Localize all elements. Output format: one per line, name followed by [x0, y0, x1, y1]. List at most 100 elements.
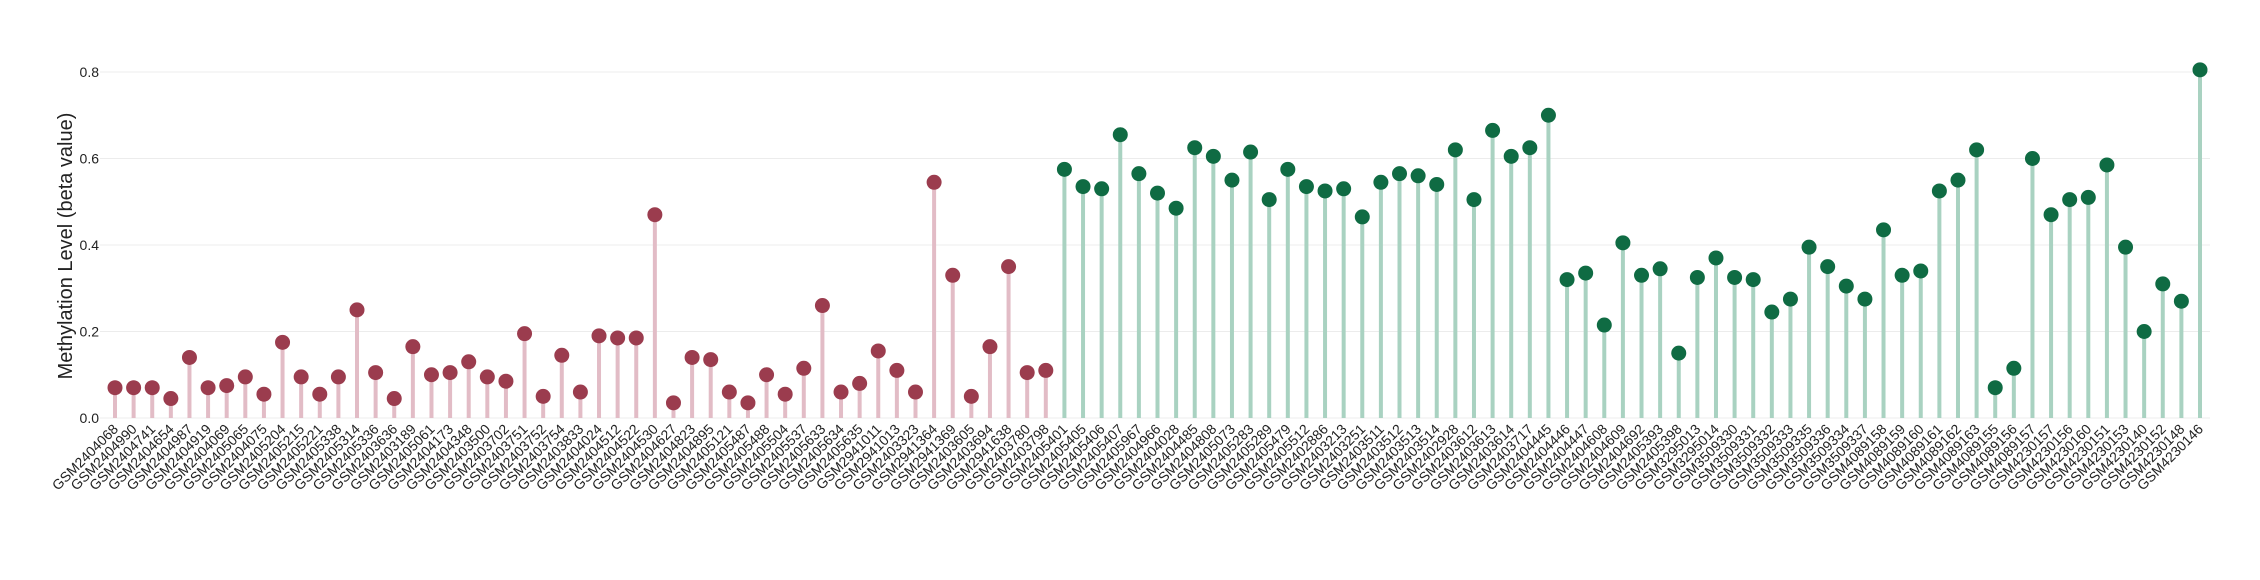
lollipop-dot: [423, 367, 439, 383]
lollipop-dot: [386, 391, 402, 407]
lollipop-dot: [1876, 222, 1892, 238]
lollipop-dot: [1615, 235, 1631, 251]
lollipop-dot: [1913, 263, 1929, 279]
lollipop-dot: [759, 367, 775, 383]
lollipop-dot: [665, 395, 681, 411]
lollipop-dot: [1447, 142, 1463, 158]
lollipop-dot: [1373, 174, 1389, 190]
y-tick-label: 0.0: [80, 410, 100, 426]
lollipop-dot: [1969, 142, 1985, 158]
lollipop-dot: [1261, 192, 1277, 208]
lollipop-dot: [237, 369, 253, 385]
y-gridlines: [100, 71, 2210, 419]
lollipop-dot: [219, 378, 235, 394]
lollipop-dot: [1820, 259, 1836, 275]
lollipop-dot: [945, 267, 961, 283]
lollipop-dot: [1150, 185, 1165, 201]
lollipop-dot: [1112, 127, 1128, 143]
lollipop-dot: [907, 384, 923, 400]
lollipop-stems: [113, 69, 2202, 418]
lollipop-dot: [442, 365, 458, 381]
lollipop-dot: [312, 386, 328, 402]
lollipop-dot: [1392, 166, 1408, 182]
lollipop-dot: [1317, 183, 1333, 199]
lollipop-dot: [1857, 291, 1873, 307]
lollipop-dot: [405, 339, 421, 355]
lollipop-dot: [703, 352, 719, 368]
lollipop-dot: [684, 349, 700, 365]
lollipop-dot: [740, 395, 756, 411]
lollipop-dot: [2118, 239, 2134, 255]
lollipop-dot: [1019, 365, 1035, 381]
y-tick-label: 0.6: [80, 151, 100, 167]
y-tick-label: 0.8: [80, 64, 100, 80]
lollipop-dot: [256, 386, 272, 402]
lollipop-dot: [777, 386, 793, 402]
lollipop-dot: [1187, 140, 1203, 156]
lollipop-dot: [1801, 239, 1817, 255]
lollipop-dot: [1056, 161, 1072, 177]
lollipop-dot: [1224, 172, 1240, 188]
lollipop-dot: [1205, 148, 1221, 164]
lollipop-dot: [1634, 267, 1650, 283]
lollipop-dot: [293, 369, 309, 385]
lollipop-dot: [2024, 151, 2040, 166]
lollipop-dot: [275, 334, 291, 350]
lollipop-dot: [1243, 144, 1259, 160]
lollipop-dot: [814, 298, 830, 314]
lollipop-dot: [1429, 176, 1445, 192]
lollipop-dot: [2155, 276, 2171, 292]
lollipop-dot: [870, 343, 886, 359]
lollipop-dot: [1336, 181, 1352, 197]
lollipop-dot: [647, 207, 663, 223]
lollipop-dot: [144, 380, 160, 396]
lollipop-dot: [1094, 181, 1110, 197]
lollipop-dot: [368, 365, 384, 381]
lollipop-dot: [852, 375, 868, 391]
lollipop-dot: [889, 362, 905, 378]
lollipop-dot: [1168, 200, 1184, 216]
lollipop-dot: [796, 360, 812, 376]
lollipop-dot: [963, 388, 979, 404]
lollipop-dot: [2080, 189, 2096, 205]
lollipop-dot: [2006, 360, 2022, 376]
lollipop-dot: [1596, 317, 1612, 333]
y-axis-ticks: 0.0 0.2 0.4 0.6 0.8: [80, 64, 100, 426]
y-axis-title: Methylation Level (beta value): [55, 113, 77, 380]
lollipop-dot: [1950, 172, 1966, 188]
lollipop-dot: [610, 330, 626, 346]
x-axis-labels: GSM2404068GSM2404990GSM2404741GSM2404654…: [49, 421, 2207, 494]
lollipop-dot: [1522, 140, 1538, 156]
lollipop-dot: [1466, 192, 1482, 208]
lollipop-dot: [1354, 209, 1370, 225]
lollipop-dot: [1001, 259, 1017, 275]
lollipop-dot: [628, 330, 644, 346]
lollipop-dot: [2043, 207, 2059, 223]
lollipop-dot: [1931, 183, 1947, 199]
lollipop-dot: [1038, 362, 1054, 378]
lollipop-dot: [517, 326, 533, 342]
lollipop-dot: [181, 349, 197, 365]
lollipop-dot: [1782, 291, 1798, 307]
lollipop-dot: [1727, 269, 1743, 285]
lollipop-dot: [200, 380, 216, 396]
lollipop-dot: [1708, 250, 1724, 266]
lollipop-dot: [2173, 293, 2189, 309]
lollipop-dot: [107, 380, 123, 396]
lollipop-dot: [1745, 272, 1761, 288]
lollipop-dot: [1578, 265, 1594, 281]
lollipop-dot: [2099, 157, 2115, 173]
lollipop-dot: [1280, 161, 1296, 177]
lollipop-dot: [554, 347, 570, 363]
lollipop-dot: [1075, 179, 1091, 195]
lollipop-dot: [926, 174, 942, 190]
lollipop-dot: [1559, 272, 1575, 288]
lollipop-dot: [572, 384, 588, 400]
lollipop-dot: [535, 388, 551, 404]
lollipop-dot: [498, 373, 514, 389]
lollipop-dot: [1652, 261, 1668, 277]
lollipop-dot: [479, 369, 495, 385]
lollipop-dot: [1503, 148, 1519, 164]
lollipop-dot: [1540, 107, 1556, 123]
